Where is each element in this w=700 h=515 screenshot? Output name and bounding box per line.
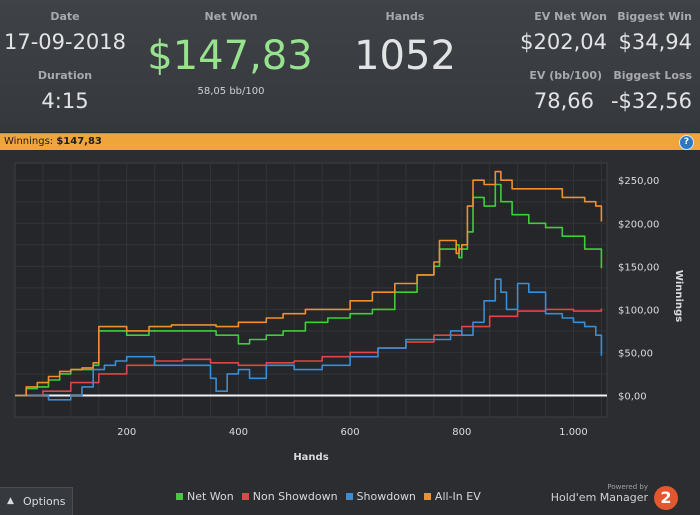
x-tick-label: 600 (341, 427, 360, 438)
options-button[interactable]: ▲ Options (0, 487, 73, 515)
winnings-value: $147,83 (56, 136, 102, 147)
legend-item-showdown[interactable]: Showdown (345, 490, 416, 503)
chart-legend: Net Won Non Showdown Showdown All-In EV (176, 490, 489, 503)
powered-by-text: Powered by (607, 483, 648, 491)
biggest-loss-value: -$32,56 (610, 89, 692, 113)
y-tick-label: $150,00 (618, 262, 659, 273)
help-icon[interactable]: ? (679, 135, 694, 150)
ev-net-won-label: EV Net Won (534, 10, 607, 23)
date-value: 17-09-2018 (3, 30, 127, 54)
winnings-text: Winnings: $147,83 (4, 134, 102, 150)
series-line-net-won (15, 183, 603, 397)
legend-label: All-In EV (434, 490, 481, 503)
biggest-loss-label: Biggest Loss (613, 69, 692, 82)
y-tick-label: $200,00 (618, 219, 659, 230)
footer: ▲ Options Net Won Non Showdown Showdown All… (0, 482, 700, 515)
duration-value: 4:15 (41, 89, 89, 113)
winnings-label: Winnings: (4, 136, 57, 147)
series-line-all-in-ev (15, 170, 603, 397)
y-axis-label: Winnings (673, 270, 684, 322)
date-label: Date (50, 10, 80, 23)
stats-panel: Date 17-09-2018 Duration 4:15 Net Won $1… (0, 0, 700, 132)
chevron-up-icon: ▲ (7, 496, 14, 506)
chart-svg: 200 400 600 800 1.000 $0,00 $50,00 $100,00 $150… (14, 162, 684, 463)
x-tick-label: 200 (117, 427, 136, 438)
brand: Powered by Hold'em Manager 2 (550, 482, 692, 514)
y-tick-label: $100,00 (618, 305, 659, 316)
y-tick-label: $50,00 (618, 348, 653, 359)
brand-logo-icon: 2 (654, 486, 678, 510)
winnings-bar: Winnings: $147,83 ? (0, 133, 700, 150)
x-tick-label: 400 (229, 427, 248, 438)
y-tick-labels: $0,00 $50,00 $100,00 $150,00 $200,00 $250,00 (618, 176, 659, 402)
legend-swatch (176, 493, 183, 500)
legend-swatch (423, 493, 431, 500)
net-won-value: $147,83 (147, 33, 313, 79)
net-won-bb100: 58,05 bb/100 (197, 86, 265, 97)
biggest-win-label: Biggest Win (617, 10, 692, 23)
ev-net-won-value: $202,04 (520, 30, 607, 54)
legend-label: Net Won (187, 490, 234, 503)
x-tick-labels: 200 400 600 800 1.000 (117, 427, 588, 438)
ev-bb100-value: 78,66 (533, 89, 594, 113)
legend-item-all-in-ev[interactable]: All-In EV (423, 490, 481, 503)
net-won-label: Net Won (204, 10, 258, 23)
y-tick-label: $0,00 (618, 391, 647, 402)
series-line-non-showdown (15, 308, 603, 397)
ev-bb100-label: EV (bb/100) (529, 69, 602, 82)
options-label: Options (23, 495, 66, 508)
biggest-win-value: $34,94 (618, 30, 692, 54)
series-line-showdown (15, 278, 603, 401)
legend-item-non-showdown[interactable]: Non Showdown (241, 490, 338, 503)
y-tick-label: $250,00 (618, 176, 659, 187)
legend-label: Non Showdown (252, 490, 338, 503)
duration-label: Duration (37, 69, 93, 82)
legend-label: Showdown (356, 490, 416, 503)
legend-item-net-won[interactable]: Net Won (176, 490, 234, 503)
brand-name: Hold'em Manager (550, 491, 648, 504)
winnings-chart: 200 400 600 800 1.000 $0,00 $50,00 $100,00 $150… (0, 150, 700, 480)
hands-label: Hands (385, 10, 425, 23)
x-tick-label: 1.000 (559, 427, 588, 438)
x-axis-label: Hands (293, 452, 328, 463)
series-lines (15, 170, 603, 401)
hands-value: 1052 (354, 33, 456, 79)
legend-swatch (241, 493, 249, 500)
legend-swatch (345, 493, 353, 500)
x-tick-label: 800 (452, 427, 471, 438)
